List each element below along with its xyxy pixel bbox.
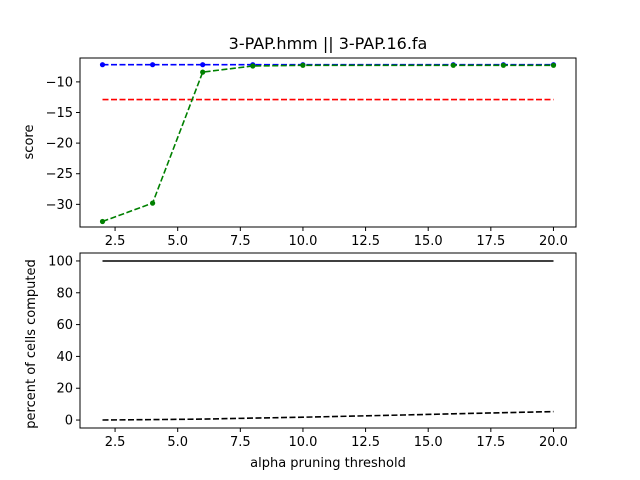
score-plot-series-0-point	[200, 62, 206, 68]
score-plot-ylabel: score	[22, 125, 37, 160]
score-plot-x-tick-label: 10.0	[288, 234, 317, 249]
percent-plot-x-tick-label: 5.0	[167, 435, 188, 450]
percent-plot-x-tick-label: 20.0	[539, 435, 568, 450]
score-plot-series-0-point	[150, 62, 156, 68]
percent-plot-x-tick-label: 10.0	[288, 435, 317, 450]
score-plot-x-tick-label: 12.5	[351, 234, 380, 249]
percent-plot-y-tick-label: 100	[48, 254, 73, 269]
percent-plot-series-1-line	[102, 410, 554, 421]
score-plot-x-tick-label: 17.5	[476, 234, 505, 249]
percent-plot: percent of cells computed alpha pruning …	[24, 252, 577, 471]
percent-plot-y-tick-label: 40	[56, 350, 73, 365]
percent-plot-x-ticks: 2.5 5.0 7.5 10.0 12.5 15.0 17.5 20.0	[105, 428, 568, 450]
percent-plot-y-tick-label: 20	[56, 382, 73, 397]
score-plot-x-tick-label: 2.5	[105, 234, 126, 249]
percent-plot-y-ticks: 0 20 40 60 80 100	[48, 254, 80, 429]
score-plot-series-2-point	[99, 218, 106, 225]
score-plot-series-0-point	[99, 62, 106, 68]
score-plot-y-tick-label: −25	[46, 167, 73, 182]
percent-plot-y-tick-label: 80	[56, 286, 73, 301]
score-plot-series	[99, 62, 557, 225]
score-plot-x-ticks: 2.5 5.0 7.5 10.0 12.5 15.0 17.5 20.0	[105, 227, 568, 249]
percent-plot-x-tick-label: 12.5	[351, 435, 380, 450]
percent-plot-x-tick-label: 15.0	[414, 435, 443, 450]
score-plot-y-tick-label: −30	[46, 198, 73, 213]
percent-plot-x-tick-label: 2.5	[105, 435, 126, 450]
score-plot-series-2-point	[450, 62, 456, 68]
score-plot-series-2-line	[102, 64, 554, 223]
score-plot-x-tick-label: 15.0	[414, 234, 443, 249]
score-plot-series-2-point	[550, 62, 557, 68]
score-plot-x-tick-label: 7.5	[230, 234, 251, 249]
score-plot-series-2-point	[500, 62, 506, 68]
score-plot-x-tick-label: 5.0	[167, 234, 188, 249]
score-plot-series-2-point	[250, 63, 256, 69]
score-plot: 3-PAP.hmm || 3-PAP.16.fa score 2.5 5.0 7.5…	[22, 34, 577, 249]
score-plot-y-tick-label: −15	[46, 106, 73, 121]
score-plot-y-tick-label: −10	[46, 75, 73, 90]
percent-plot-ylabel: percent of cells computed	[24, 259, 39, 428]
score-plot-y-tick-label: −20	[46, 137, 73, 152]
percent-plot-x-tick-label: 17.5	[476, 435, 505, 450]
percent-plot-x-tick-label: 7.5	[230, 435, 251, 450]
score-plot-series-2-point	[200, 69, 206, 75]
score-plot-y-ticks: −10 −15 −20 −25 −30	[46, 75, 80, 213]
percent-plot-y-tick-label: 0	[65, 414, 73, 429]
percent-plot-series	[102, 260, 554, 421]
score-plot-x-tick-label: 20.0	[539, 234, 568, 249]
percent-plot-y-tick-label: 60	[56, 318, 73, 333]
percent-plot-xlabel: alpha pruning threshold	[250, 456, 406, 471]
score-plot-series-2-point	[300, 62, 306, 68]
score-plot-title: 3-PAP.hmm || 3-PAP.16.fa	[229, 34, 428, 53]
score-plot-frame	[79, 57, 577, 228]
percent-plot-frame	[79, 252, 577, 429]
score-plot-series-2-point	[150, 200, 156, 206]
